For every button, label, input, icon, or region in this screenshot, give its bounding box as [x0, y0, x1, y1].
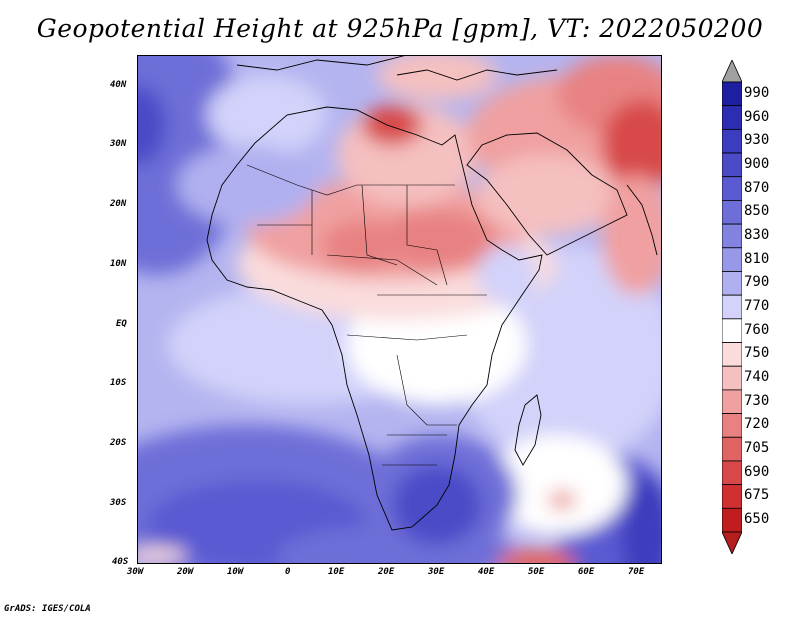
lon-tick-label: 60E — [578, 567, 595, 577]
colorbar-level-label: 830 — [744, 226, 770, 243]
colorbar-level-label: 675 — [744, 487, 770, 504]
colorbar-level-label: 930 — [744, 132, 770, 149]
colorbar-swatch — [722, 389, 742, 414]
lon-tick-label: 20E — [378, 567, 395, 577]
map-area — [137, 55, 661, 563]
colorbar-overflow-low — [722, 531, 742, 554]
lat-tick-label: 20N — [110, 199, 127, 209]
colorbar-swatch — [722, 436, 742, 462]
lon-tick-label: 50E — [528, 567, 545, 577]
arabia-coastline — [466, 132, 628, 256]
colorbar-swatch — [722, 318, 742, 343]
lat-tick-label: 30S — [110, 498, 127, 508]
colorbar-level-label: 900 — [744, 155, 770, 172]
colorbar-level-label: 730 — [744, 392, 770, 409]
lon-tick-label: 30E — [428, 567, 445, 577]
colorbar-level-label: 990 — [744, 84, 770, 101]
colorbar-swatch — [722, 342, 742, 367]
country-borders — [246, 164, 487, 466]
colorbar-level-label: 850 — [744, 203, 770, 220]
lon-tick-label: 10E — [328, 567, 345, 577]
colorbar-level-label: 750 — [744, 345, 770, 362]
lon-tick-label: 70E — [628, 567, 645, 577]
colorbar-overflow-high — [722, 60, 742, 83]
colorbar-level-label: 960 — [744, 108, 770, 125]
africa-coastline — [206, 106, 543, 531]
lon-tick-label: 20W — [177, 567, 194, 577]
colorbar-level-label: 720 — [744, 416, 770, 433]
europe-coastline — [236, 55, 408, 71]
colorbar-level-label: 705 — [744, 440, 770, 457]
lon-tick-label: 0 — [285, 567, 291, 577]
lat-tick-label: 40N — [110, 80, 127, 90]
colorbar-level-label: 650 — [744, 511, 770, 528]
colorbar-level-label: 870 — [744, 179, 770, 196]
colorbar-swatch — [722, 294, 742, 320]
colorbar-swatch — [722, 105, 742, 130]
coastlines — [206, 55, 658, 531]
colorbar-swatch — [722, 81, 742, 107]
colorbar-swatch — [722, 176, 742, 201]
colorbar-swatch — [722, 484, 742, 509]
lon-tick-label: 10W — [227, 567, 244, 577]
lat-tick-label: 30N — [110, 139, 127, 149]
colorbar-level-label: 740 — [744, 369, 770, 386]
colorbar-swatch — [722, 128, 742, 154]
colorbar-level-label: 790 — [744, 274, 770, 291]
colorbar-swatch — [722, 247, 742, 272]
lat-tick-label: 40S — [112, 557, 129, 567]
colorbar-swatch — [722, 507, 742, 533]
lat-tick-label: 10N — [110, 259, 127, 269]
colorbar-level-label: 770 — [744, 298, 770, 314]
colorbar-swatch — [722, 365, 742, 391]
colorbar-swatch — [722, 460, 742, 486]
lat-tick-label: 10S — [110, 378, 127, 388]
madagascar-coastline — [514, 394, 542, 466]
india-coastline — [626, 184, 658, 256]
colorbar-swatch — [722, 152, 742, 178]
colorbar-level-label: 760 — [744, 321, 770, 338]
colorbar-swatch — [722, 223, 742, 249]
colorbar-level-label: 810 — [744, 250, 770, 267]
colorbar-swatch — [722, 413, 742, 438]
colorbar-swatch — [722, 271, 742, 296]
lat-tick-label: EQ — [116, 319, 127, 329]
lat-tick-label: 20S — [110, 438, 127, 448]
lon-tick-label: 30W — [127, 567, 144, 577]
colorbar-swatch — [722, 200, 742, 225]
lon-tick-label: 40E — [478, 567, 495, 577]
colorbar — [722, 60, 742, 554]
credit-text: GrADS: IGES/COLA — [4, 604, 91, 614]
colorbar-level-label: 690 — [744, 463, 770, 480]
chart-title: Geopotential Height at 925hPa [gpm], VT:… — [36, 14, 764, 43]
